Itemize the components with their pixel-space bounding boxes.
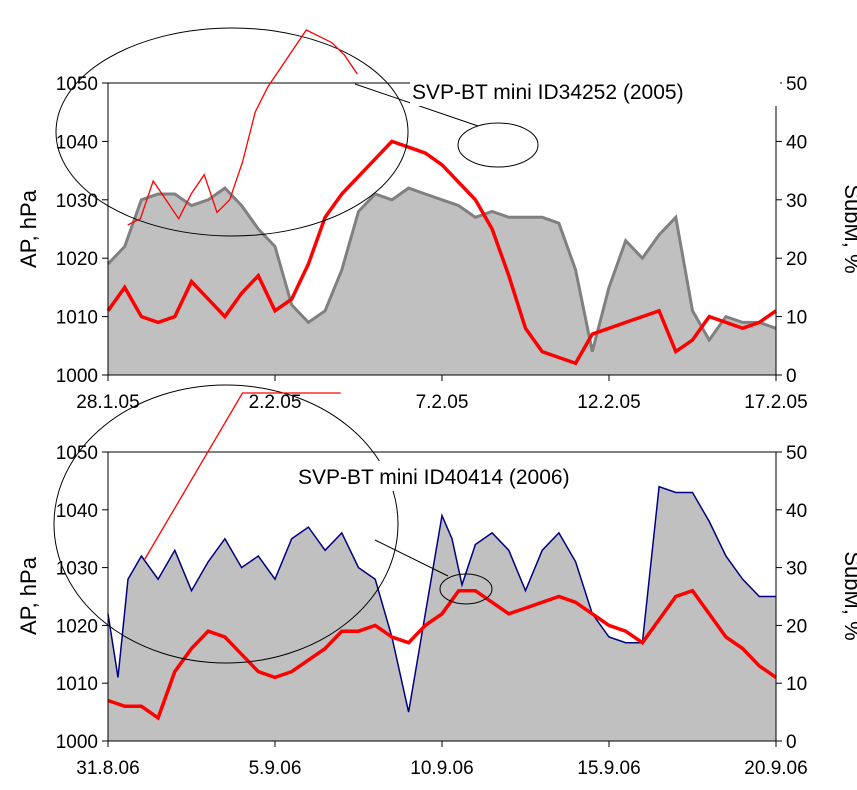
ap-zoom-line bbox=[143, 392, 341, 561]
y2-tick-label: 0 bbox=[786, 366, 797, 387]
y-axis-label: AP, hPa bbox=[16, 556, 41, 635]
x-tick-label: 15.9.06 bbox=[577, 758, 640, 779]
x-tick-label: 10.9.06 bbox=[410, 758, 473, 779]
x-tick-labels: 31.8.06 5.9.06 10.9.06 15.9.06 20.9.06 bbox=[76, 758, 807, 779]
subm-area-outline bbox=[107, 485, 776, 713]
magnified-ellipse bbox=[55, 27, 409, 237]
y2-tick-label: 20 bbox=[786, 249, 807, 270]
ap-zoom-line bbox=[127, 29, 358, 226]
y-tick-label: 1010 bbox=[56, 308, 98, 329]
x-tick-label: 2.2.05 bbox=[249, 392, 302, 413]
y-tick-label: 1010 bbox=[56, 674, 98, 695]
y-tick-label: 1030 bbox=[56, 559, 98, 580]
x-tick-label: 17.2.05 bbox=[744, 392, 807, 413]
y2-axis-label: SubM, % bbox=[840, 551, 857, 640]
y-tick-labels: 1000 1010 1020 1030 1040 1050 bbox=[56, 74, 98, 387]
x-tick-label: 28.1.05 bbox=[76, 392, 139, 413]
axis-ticks bbox=[102, 82, 782, 381]
buoy-annotation: SVP-BT mini ID40414 (2006) bbox=[298, 466, 570, 489]
buoy-annotation: SVP-BT mini ID34252 (2005) bbox=[412, 81, 684, 104]
y2-tick-label: 0 bbox=[786, 732, 797, 753]
y-tick-label: 1000 bbox=[56, 366, 98, 387]
x-tick-label: 7.2.05 bbox=[416, 392, 469, 413]
y-tick-label: 1020 bbox=[56, 249, 98, 270]
x-tick-labels: 28.1.05 2.2.05 7.2.05 12.2.05 17.2.05 bbox=[76, 392, 807, 413]
y2-tick-labels: 0 10 20 30 40 50 bbox=[786, 443, 807, 753]
annotation-bg bbox=[410, 76, 780, 106]
y-tick-label: 1050 bbox=[56, 443, 98, 464]
y2-tick-label: 40 bbox=[786, 132, 807, 153]
y2-tick-label: 20 bbox=[786, 616, 807, 637]
y2-tick-label: 30 bbox=[786, 191, 807, 212]
y-tick-label: 1040 bbox=[56, 132, 98, 153]
y2-tick-label: 40 bbox=[786, 501, 807, 522]
focus-ellipse bbox=[439, 573, 493, 605]
x-tick-label: 20.9.06 bbox=[744, 758, 807, 779]
annotation-bg bbox=[296, 461, 654, 491]
y2-tick-label: 10 bbox=[786, 674, 807, 695]
focus-ellipse bbox=[457, 122, 539, 168]
ap-line-series bbox=[106, 139, 777, 366]
y-tick-label: 1040 bbox=[56, 501, 98, 522]
x-tick-label: 12.2.05 bbox=[577, 392, 640, 413]
y-tick-label: 1020 bbox=[56, 616, 98, 637]
y2-tick-labels: 0 10 20 30 40 50 bbox=[786, 74, 807, 387]
y-tick-label: 1000 bbox=[56, 732, 98, 753]
x-tick-label: 5.9.06 bbox=[249, 758, 302, 779]
y-tick-label: 1050 bbox=[56, 74, 98, 95]
y2-axis-label: SubM, % bbox=[840, 184, 857, 273]
y2-tick-label: 50 bbox=[786, 74, 807, 95]
callout-connector bbox=[374, 539, 449, 577]
magnified-ellipse bbox=[53, 384, 399, 664]
y2-tick-label: 30 bbox=[786, 559, 807, 580]
y2-tick-label: 10 bbox=[786, 308, 807, 329]
y-tick-labels: 1000 1010 1020 1030 1040 1050 bbox=[56, 443, 98, 753]
subm-area-outline bbox=[106, 186, 777, 352]
y-tick-label: 1030 bbox=[56, 191, 98, 212]
x-tick-label: 31.8.06 bbox=[76, 758, 139, 779]
y-axis-label: AP, hPa bbox=[16, 189, 41, 268]
ap-line-series bbox=[107, 588, 777, 721]
y2-tick-label: 50 bbox=[786, 443, 807, 464]
axis-ticks bbox=[102, 451, 782, 747]
